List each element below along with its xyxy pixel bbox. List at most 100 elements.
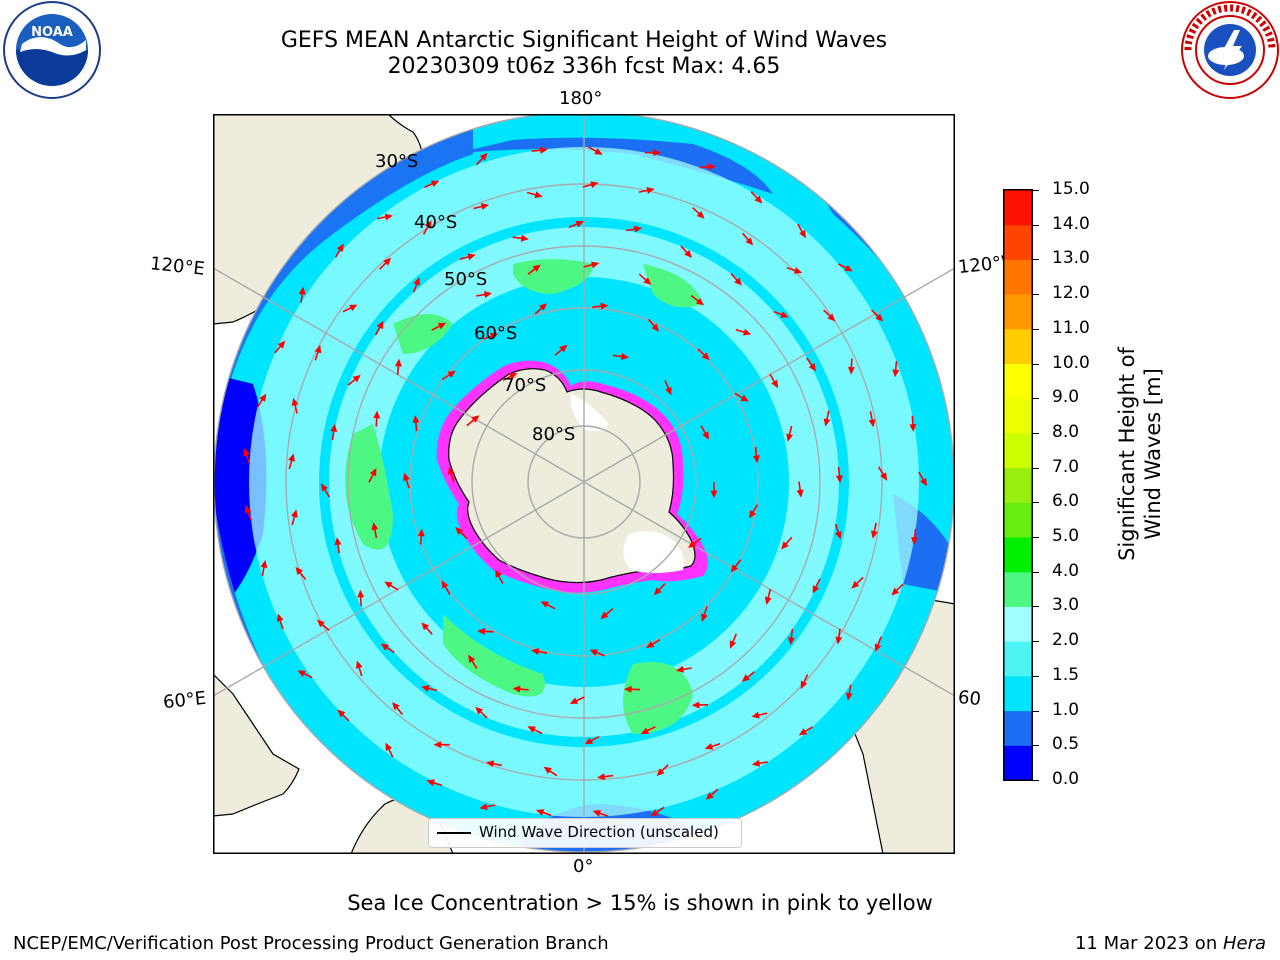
lat-label-70s: 70°S (503, 375, 547, 396)
footer-machine: Hera (1222, 933, 1266, 954)
colorbar-tick-mark (1033, 224, 1039, 226)
wave-direction-arrowhead (651, 323, 660, 332)
lat-label-30s: 30°S (375, 151, 419, 172)
wave-direction-arrowhead (653, 149, 662, 157)
wave-direction-arrowhead (799, 229, 806, 239)
wave-direction-arrowhead (812, 585, 820, 594)
wave-direction-arrowhead (701, 613, 708, 622)
wave-direction-arrowhead (575, 220, 584, 228)
colorbar-segment (1004, 641, 1032, 677)
wave-direction-arrowhead (743, 328, 752, 336)
wind-wave-arrows (243, 146, 927, 817)
colorbar-segment (1004, 467, 1032, 503)
nws-logo (1178, 0, 1280, 104)
wave-direction-arrowhead (751, 759, 761, 767)
colorbar-tick-label: 5.0 (1052, 526, 1080, 547)
colorbar-tick-mark (1033, 259, 1039, 261)
colorbar-label: Significant Height of Wind Waves [m] (1114, 294, 1166, 614)
wave-direction-arrowhead (259, 393, 267, 402)
wave-direction-arrowhead (702, 431, 709, 440)
wave-direction-arrowhead (288, 453, 295, 462)
wave-direction-arrowhead (835, 636, 843, 645)
wave-direction-arrowhead (394, 358, 402, 367)
wave-direction-arrowhead (298, 286, 306, 295)
wave-direction-arrowhead (471, 415, 480, 423)
wave-direction-arrowhead (421, 685, 430, 692)
wave-direction-arrowhead (426, 779, 435, 787)
wave-direction-arrowhead (509, 372, 518, 380)
wave-direction-arrowhead (477, 627, 486, 635)
lon-label-120e: 120°E (149, 253, 206, 280)
wave-direction-arrowhead (441, 580, 449, 589)
wave-direction-arrowhead (314, 345, 322, 354)
colorbar-tick-label: 1.5 (1052, 664, 1080, 685)
wave-direction-arrowhead (584, 737, 594, 745)
colorbar-tick-label: 0.5 (1052, 734, 1080, 755)
wave-direction-arrowhead (920, 477, 927, 487)
wave-direction-arrowhead (380, 643, 390, 651)
wave-direction-arrowhead (277, 340, 286, 349)
wave-direction-arrowhead (650, 809, 659, 817)
wave-direction-arrowhead (730, 564, 739, 573)
wave-direction-arrowhead (891, 587, 900, 596)
wave-direction-arrowhead (875, 313, 884, 322)
wave-direction-arrowhead (695, 297, 705, 306)
wave-direction-arrowhead (771, 379, 779, 389)
wave-direction-arrowhead (656, 768, 665, 777)
wave-direction-arrowhead (653, 587, 662, 596)
wave-direction-arrowhead (734, 277, 742, 286)
colorbar-tick-label: 4.0 (1052, 560, 1080, 581)
wave-direction-arrowhead (729, 640, 737, 649)
wave-direction-arrowhead (527, 726, 536, 733)
wave-direction-arrowhead (480, 203, 490, 210)
wave-direction-arrowhead (880, 472, 888, 481)
wave-direction-arrowhead (749, 510, 757, 519)
wave-direction-arrowhead (448, 466, 455, 475)
wave-direction-arrowhead (392, 702, 400, 711)
wave-direction-arrowhead (640, 727, 650, 735)
wave-direction-arrowhead (847, 366, 855, 375)
wave-direction-arrowhead (684, 249, 693, 258)
colorbar (1003, 189, 1033, 781)
colorbar-tick-label: 11.0 (1052, 317, 1090, 338)
colorbar-tick-label: 9.0 (1052, 387, 1080, 408)
legend-line-icon (437, 832, 471, 834)
colorbar-tick-label: 15.0 (1052, 179, 1090, 199)
wave-direction-arrowhead (798, 728, 808, 736)
wave-direction-arrowhead (781, 541, 789, 550)
colorbar-segment (1004, 363, 1032, 399)
wave-direction-arrowhead (534, 191, 543, 199)
wave-direction-arrowhead (707, 163, 716, 171)
colorbar-segment (1004, 502, 1032, 538)
wave-direction-arrowhead (594, 148, 603, 155)
wave-direction-arrowhead (868, 419, 876, 428)
wave-direction-arrowhead (468, 654, 476, 664)
wave-direction-arrowhead (623, 685, 632, 693)
wave-direction-arrowhead (834, 531, 842, 540)
colorbar-tick-label: 7.0 (1052, 456, 1080, 477)
svg-text:NOAA: NOAA (31, 25, 73, 40)
wave-direction-arrowhead (369, 468, 377, 477)
wave-direction-arrowhead (373, 410, 381, 419)
wave-direction-arrowhead (295, 566, 304, 575)
wave-direction-arrowhead (535, 809, 545, 816)
colorbar-segment (1004, 294, 1032, 330)
wave-direction-arrowhead (710, 490, 718, 499)
wave-direction-arrowhead (701, 352, 710, 361)
lat-label-60s: 60°S (474, 323, 518, 344)
wave-direction-arrowhead (334, 537, 342, 546)
wave-direction-arrowhead (543, 766, 552, 774)
wave-direction-arrowhead (495, 569, 502, 578)
colorbar-tick-mark (1033, 710, 1039, 712)
wave-direction-arrowhead (823, 418, 831, 427)
wave-direction-arrowhead (385, 742, 393, 751)
lat-label-40s: 40°S (414, 212, 458, 233)
wave-direction-arrowhead (589, 649, 598, 656)
colorbar-tick-label: 14.0 (1052, 213, 1090, 234)
colorbar-tick-mark (1033, 328, 1039, 330)
colorbar-segment (1004, 710, 1032, 746)
wave-direction-arrowhead (911, 537, 919, 545)
colorbar-segment (1004, 537, 1032, 573)
wave-direction-arrowhead (539, 303, 548, 311)
colorbar-segment (1004, 571, 1032, 607)
